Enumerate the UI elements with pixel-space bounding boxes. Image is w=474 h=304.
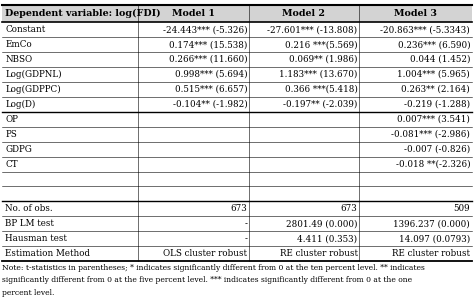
Text: Constant: Constant [5,25,46,34]
Text: -0.081*** (-2.986): -0.081*** (-2.986) [392,130,470,139]
Text: 673: 673 [341,204,357,213]
Text: 509: 509 [454,204,470,213]
Text: 0.069** (1.986): 0.069** (1.986) [289,55,357,64]
Text: 4.411 (0.353): 4.411 (0.353) [298,234,357,243]
Text: -0.197** (-2.039): -0.197** (-2.039) [283,100,357,109]
Text: 673: 673 [230,204,247,213]
Text: BP LM test: BP LM test [5,219,54,228]
Text: Hausman test: Hausman test [5,234,67,243]
Text: Estimation Method: Estimation Method [5,249,90,258]
Text: percent level.: percent level. [2,289,55,297]
Text: EmCo: EmCo [5,40,32,49]
Text: PS: PS [5,130,17,139]
Text: 0.236*** (6.590): 0.236*** (6.590) [398,40,470,49]
Text: 14.097 (0.0793): 14.097 (0.0793) [399,234,470,243]
Text: NBSO: NBSO [5,55,32,64]
Text: Note: t-statistics in parentheses; * indicates significantly different from 0 at: Note: t-statistics in parentheses; * ind… [2,264,425,271]
Text: 0.174*** (15.538): 0.174*** (15.538) [169,40,247,49]
Bar [2,5,472,22]
Text: -: - [244,219,247,228]
Text: -27.601*** (-13.808): -27.601*** (-13.808) [267,25,357,34]
Text: RE cluster robust: RE cluster robust [392,249,470,258]
Text: OLS cluster robust: OLS cluster robust [164,249,247,258]
Text: -0.104** (-1.982): -0.104** (-1.982) [173,100,247,109]
Text: 0.366 ***(5.418): 0.366 ***(5.418) [285,85,357,94]
Text: Model 3: Model 3 [394,9,437,18]
Text: significantly different from 0 at the five percent level. *** indicates signific: significantly different from 0 at the fi… [2,276,412,284]
Text: Model 2: Model 2 [283,9,325,18]
Text: CT: CT [5,160,18,168]
Text: 0.007*** (3.541): 0.007*** (3.541) [397,115,470,124]
Text: Log(GDPNL): Log(GDPNL) [5,70,62,79]
Text: -24.443*** (-5.326): -24.443*** (-5.326) [163,25,247,34]
Text: 1396.237 (0.000): 1396.237 (0.000) [393,219,470,228]
Text: Log(D): Log(D) [5,100,36,109]
Text: No. of obs.: No. of obs. [5,204,53,213]
Text: -0.007 (-0.826): -0.007 (-0.826) [404,145,470,154]
Text: 0.044 (1.452): 0.044 (1.452) [410,55,470,64]
Text: 1.004*** (5.965): 1.004*** (5.965) [398,70,470,79]
Text: 0.515*** (6.657): 0.515*** (6.657) [175,85,247,94]
Text: Dependent variable: log(FDI): Dependent variable: log(FDI) [5,9,161,18]
Text: -20.863*** (-5.3343): -20.863*** (-5.3343) [381,25,470,34]
Text: 2801.49 (0.000): 2801.49 (0.000) [286,219,357,228]
Text: 0.998*** (5.694): 0.998*** (5.694) [175,70,247,79]
Text: Log(GDPPC): Log(GDPPC) [5,85,61,94]
Text: RE cluster robust: RE cluster robust [280,249,357,258]
Text: 0.263** (2.164): 0.263** (2.164) [401,85,470,94]
Text: -: - [244,234,247,243]
Text: 0.216 ***(5.569): 0.216 ***(5.569) [285,40,357,49]
Text: -0.018 **(-2.326): -0.018 **(-2.326) [396,160,470,168]
Text: 0.266*** (11.660): 0.266*** (11.660) [169,55,247,64]
Text: GDPG: GDPG [5,145,32,154]
Text: Model 1: Model 1 [172,9,215,18]
Text: OP: OP [5,115,18,124]
Text: -0.219 (-1.288): -0.219 (-1.288) [404,100,470,109]
Text: 1.183*** (13.670): 1.183*** (13.670) [279,70,357,79]
